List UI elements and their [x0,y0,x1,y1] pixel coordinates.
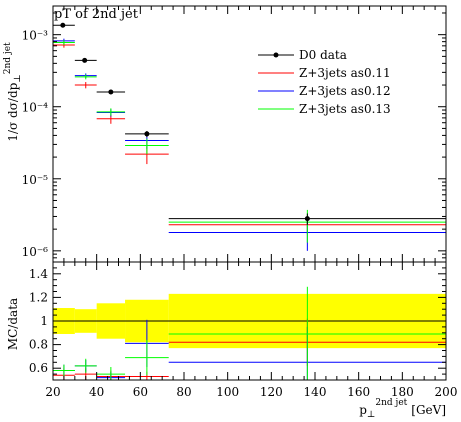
y-tick-label: 10⁻⁴ [22,101,49,115]
x-tick-label: 60 [133,385,148,399]
x-tick-label: 160 [347,385,370,399]
x-tick-label: 140 [304,385,327,399]
y-axis-label-main: 1/σ dσ/dp [6,82,20,141]
x-tick-label: 40 [89,385,104,399]
x-axis-label-main: p [359,403,367,417]
x-axis-label-sub: ⊥ [367,410,375,420]
x-axis-label-sup: 2nd jet [375,398,407,408]
main-plot: 10⁻³ 10⁻⁴ 10⁻⁵ 10⁻⁶ [22,5,447,263]
legend-label: Z+3jets as0.13 [299,102,391,116]
y-axis-label-sup: 2nd jet [3,42,13,74]
ratio-tick-label: 0.8 [29,338,48,352]
ratio-tick-label: 1.4 [29,267,48,281]
data-point [108,89,114,95]
x-axis-label: p⊥2nd jet [GeV] [359,398,446,420]
x-tick-label: 120 [260,385,283,399]
main-plot-frame [52,5,447,263]
x-tick-label: 100 [216,385,239,399]
ratio-plot-ticks: 0.6 0.8 1 1.2 1.4 [29,261,446,381]
data-point [304,216,310,222]
main-plot-ticks: 10⁻³ 10⁻⁴ 10⁻⁵ 10⁻⁶ [22,6,447,263]
y-tick-label: 10⁻⁵ [22,173,49,187]
ratio-tick-label: 0.6 [29,361,48,375]
ratio-plot: 0.6 0.8 1 1.2 1.4 [29,261,447,381]
x-tick-label: 200 [435,385,458,399]
x-tick-label: 80 [176,385,191,399]
y-axis-label: 1/σ dσ/dp⊥2nd jet [3,42,23,142]
y-axis-label-sub: ⊥ [13,74,23,82]
ratio-axis-label: MC/data [6,298,20,350]
y-tick-label: 10⁻³ [22,29,49,43]
x-axis-label-unit: [GeV] [411,403,446,417]
data-point [82,57,88,63]
data-point [60,22,66,28]
data-point [144,131,150,137]
legend-label: Z+3jets as0.11 [299,66,391,80]
x-tick-label: 180 [391,385,414,399]
legend-marker [273,52,279,58]
legend-label: D0 data [299,48,347,62]
ratio-tick-label: 1 [40,314,48,328]
legend: D0 data Z+3jets as0.11 Z+3jets as0.12 Z+3je… [258,48,391,116]
chart-title: pT of 2nd jet [54,7,139,22]
x-axis-ticks: 20 40 60 80 100 120 140 160 180 200 [45,262,457,399]
y-tick-label: 10⁻⁶ [22,245,49,259]
legend-label: Z+3jets as0.12 [299,84,391,98]
x-tick-label: 20 [45,385,60,399]
ratio-tick-label: 1.2 [29,290,48,304]
main-plot-marks [53,22,446,251]
ratio-plot-marks [53,286,446,380]
